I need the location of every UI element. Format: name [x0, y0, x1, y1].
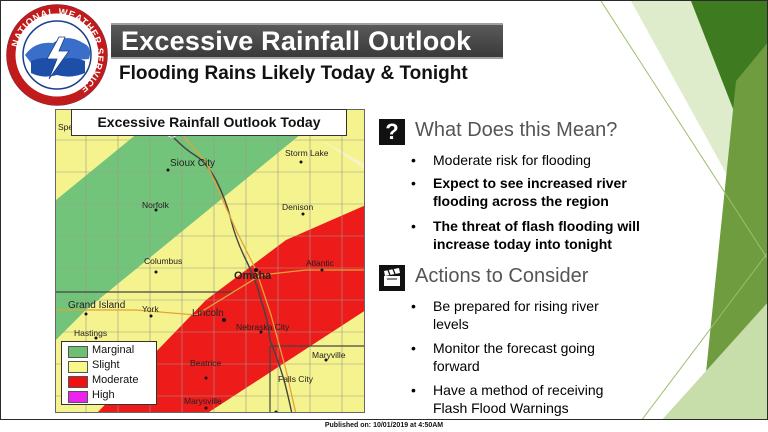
missouri-river	[173, 137, 293, 412]
clapperboard-icon	[379, 265, 405, 291]
map-title: Excessive Rainfall Outlook Today	[71, 109, 347, 136]
town-label-nebraska-city: Nebraska City	[236, 322, 290, 332]
town-label-beatrice: Beatrice	[190, 358, 222, 368]
nws-logo: NATIONAL WEATHER SERVICE ★	[5, 3, 109, 107]
meaning-bullet-2-line-1: Expect to see increased river	[433, 175, 627, 191]
page-subtitle: Flooding Rains Likely Today & Tonight	[119, 63, 468, 84]
town-label-storm-lake: Storm Lake	[285, 148, 329, 158]
legend-label-marginal: Marginal	[92, 344, 135, 356]
meaning-bullet-3-line-2: increase today into tonight	[433, 236, 612, 252]
meaning-bullet-3-line-1: The threat of flash flooding will	[433, 218, 640, 234]
moderate-risk-area	[97, 205, 364, 412]
state-border	[56, 291, 364, 412]
clapperboard-icon-graphic	[384, 268, 400, 286]
bullet-dot: •	[411, 298, 416, 314]
svg-text:★: ★	[53, 100, 58, 107]
town-label-denison: Denison	[282, 202, 314, 212]
deco-thin-line-2	[641, 252, 767, 419]
actions-bullet-3-line-1: Have a method of receiving	[433, 382, 604, 398]
actions-bullet-2-line-1: Monitor the forecast going	[433, 340, 595, 356]
town-label-hastings: Hastings	[74, 328, 108, 338]
question-mark-icon: ?	[379, 119, 405, 145]
town-label-sioux-city: Sioux City	[170, 158, 216, 169]
actions-bullet-2-line-2: forward	[433, 358, 480, 374]
page-title: Excessive Rainfall Outlook	[121, 26, 472, 56]
legend-swatch-high	[68, 391, 88, 403]
deco-pale-wedge	[662, 303, 767, 419]
deco-thin-line	[600, 1, 767, 259]
town-label-omaha: Omaha	[234, 270, 272, 282]
legend-swatch-slight	[68, 361, 88, 373]
actions-section-title: Actions to Consider	[415, 265, 589, 287]
town-label-atlantic: Atlantic	[306, 258, 334, 268]
legend-label-moderate: Moderate	[92, 374, 139, 386]
slide-decoration	[600, 1, 767, 419]
bullet-dot: •	[411, 382, 416, 398]
bullet-dot: •	[411, 152, 416, 168]
town-label-spencer: Spe	[58, 122, 74, 132]
town-label-maryville: Maryville	[312, 350, 346, 360]
bullet-dot: •	[411, 218, 416, 234]
town-dots	[84, 160, 328, 412]
legend-swatch-moderate	[68, 376, 88, 388]
marginal-risk-area	[56, 110, 364, 340]
town-label-grand-island: Grand Island	[68, 300, 126, 311]
slide: NATIONAL WEATHER SERVICE ★ Excessive Rai…	[0, 0, 768, 420]
published-footer: Published on: 10/01/2019 at 4:50AM	[324, 422, 444, 429]
title-bar: Excessive Rainfall Outlook	[111, 23, 503, 59]
town-label-falls-city: Falls City	[278, 374, 313, 384]
town-label-columbus: Columbus	[144, 256, 183, 266]
map-legend: Marginal Slight Moderate High	[61, 341, 157, 405]
nws-logo-graphic: NATIONAL WEATHER SERVICE ★	[6, 4, 108, 107]
bullet-dot: •	[411, 340, 416, 356]
actions-bullet-1-line-2: levels	[433, 316, 469, 332]
actions-bullet-3-line-2: Flash Flood Warnings	[433, 400, 569, 416]
town-label-york: York	[142, 304, 159, 314]
meaning-bullet-2-line-2: flooding across the region	[433, 193, 609, 209]
legend-swatch-marginal	[68, 346, 88, 358]
legend-label-slight: Slight	[92, 359, 120, 371]
legend-label-high: High	[92, 389, 115, 401]
actions-bullet-1-line-1: Be prepared for rising river	[433, 298, 599, 314]
meaning-section-title: What Does this Mean?	[415, 119, 618, 141]
meaning-bullet-1-text: Moderate risk for flooding	[433, 152, 591, 168]
town-label-lincoln: Lincoln	[192, 308, 224, 319]
town-label-norfolk: Norfolk	[142, 200, 169, 210]
bullet-dot: •	[411, 175, 416, 191]
town-label-marysville: Marysville	[184, 396, 222, 406]
